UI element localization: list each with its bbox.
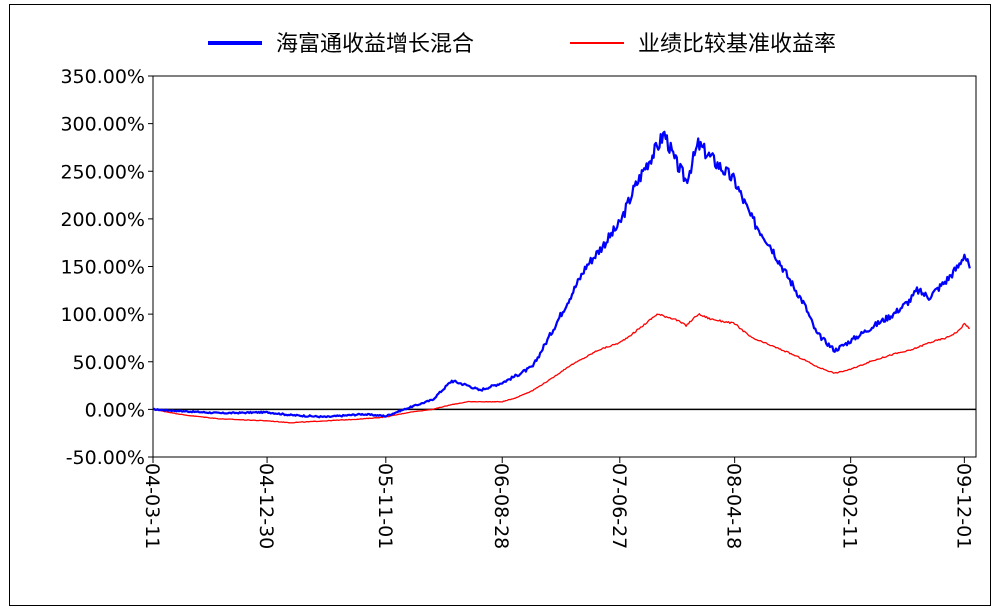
chart-frame — [9, 4, 991, 606]
x-tick-label: 05-11-01 — [374, 463, 396, 549]
y-tick-label: 0.00% — [85, 399, 145, 421]
legend-label-1: 业绩比较基准收益率 — [638, 32, 836, 57]
x-tick-label: 08-04-18 — [723, 463, 745, 549]
x-tick-label: 09-12-01 — [952, 463, 974, 549]
x-tick-label: 07-06-27 — [608, 463, 630, 549]
y-tick-label: -50.00% — [66, 447, 145, 469]
x-tick-label: 09-02-11 — [839, 463, 861, 549]
series-line-0 — [153, 130, 971, 419]
x-tick-label: 04-03-11 — [141, 463, 163, 549]
y-tick-label: 350.00% — [60, 66, 145, 88]
y-tick-label: 250.00% — [60, 161, 145, 183]
y-tick-label: 100.00% — [60, 304, 145, 326]
series-layer — [152, 130, 971, 424]
y-tick-label: 50.00% — [73, 352, 145, 374]
y-tick-label: 150.00% — [60, 257, 145, 279]
legend: 海富通收益增长混合 业绩比较基准收益率 — [208, 32, 836, 57]
x-axis: 04-03-11 04-12-30 05-11-01 06-08-28 07-06-27… — [141, 457, 974, 549]
y-tick-label: 300.00% — [60, 114, 145, 136]
x-tick-label: 04-12-30 — [255, 463, 277, 549]
plot-area — [152, 75, 977, 458]
y-axis: 350.00% 300.00% 250.00% 200.00% 150.00% 100.0… — [60, 66, 153, 469]
legend-label-0: 海富通收益增长混合 — [276, 32, 474, 57]
y-tick-label: 200.00% — [60, 209, 145, 231]
x-tick-label: 06-08-28 — [490, 463, 512, 549]
series-line-1 — [152, 313, 970, 424]
